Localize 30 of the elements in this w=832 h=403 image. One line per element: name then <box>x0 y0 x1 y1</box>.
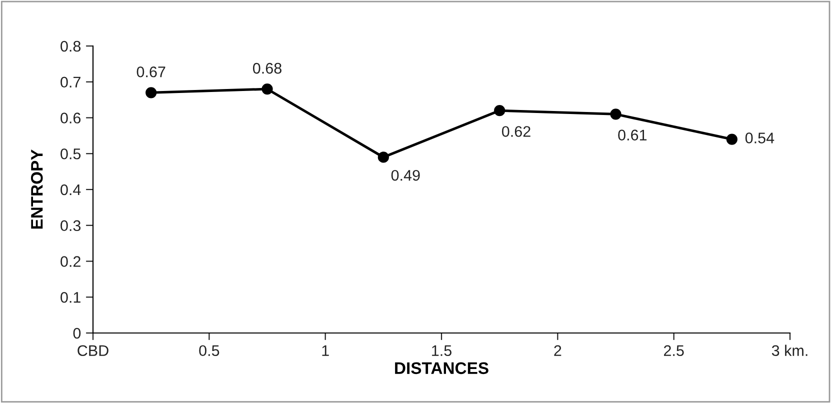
point <box>378 152 389 163</box>
x-axis-title: DISTANCES <box>395 362 488 374</box>
y-tick-label: 0.7 <box>60 76 80 88</box>
y-tick-label: 0.5 <box>60 148 81 160</box>
x-tick-label: 2 <box>554 345 562 356</box>
y-tick-label: 0.8 <box>60 40 81 52</box>
y-tick-label: 0.1 <box>60 292 80 303</box>
data-label: 0.67 <box>136 66 166 78</box>
x-tick-label: 0.5 <box>199 345 220 356</box>
y-axis-title: ENTROPY <box>30 149 43 229</box>
x-tick-label: 1 <box>322 345 329 356</box>
y-tick-label: 0.2 <box>60 256 80 267</box>
point <box>146 87 157 98</box>
point <box>262 83 273 95</box>
data-label: 0.49 <box>391 170 420 181</box>
data-label: 0.62 <box>502 126 530 137</box>
x-tick-label: 3 km. <box>772 344 808 356</box>
y-tick-label: 0 <box>73 328 81 339</box>
y-tick-label: 0.6 <box>60 112 81 124</box>
data-label: 0.68 <box>252 62 282 74</box>
y-tick-label: 0.4 <box>60 184 81 196</box>
point <box>494 105 506 116</box>
point <box>726 134 738 145</box>
point <box>610 108 622 120</box>
y-tick-label: 0.3 <box>60 220 81 232</box>
x-tick-label: 1.5 <box>432 345 452 356</box>
x-tick-label: 2.5 <box>664 345 684 356</box>
data-label: 0.61 <box>618 130 647 140</box>
data-label: 0.54 <box>745 132 774 144</box>
x-tick-label: CBD <box>78 345 108 356</box>
